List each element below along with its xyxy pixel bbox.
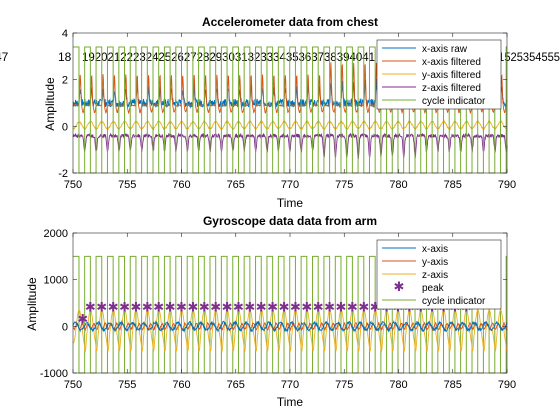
y-tick-label: 0: [62, 321, 68, 333]
peak-marker: ✱: [176, 301, 187, 316]
x-tick-label: 760: [172, 379, 190, 391]
peak-marker: ✱: [370, 301, 381, 316]
peak-marker: ✱: [142, 301, 153, 316]
peak-marker: ✱: [153, 301, 164, 316]
x-tick-label: 770: [281, 379, 299, 391]
peak-marker: ✱: [244, 301, 255, 316]
y-tick-label: 1000: [44, 275, 68, 287]
legend-z-axis-filtered: z-axis filtered: [422, 83, 481, 94]
accel-ticks: 750 755 760 765 770 775 780 785 790 -2 0 2 4: [58, 28, 516, 191]
peak-marker: ✱: [279, 301, 290, 316]
peak-marker: ✱: [256, 301, 267, 316]
peak-marker: ✱: [336, 301, 347, 316]
x-tick-label: 780: [389, 379, 407, 391]
x-tick-label: 755: [118, 379, 136, 391]
legend-x-axis-filtered: x-axis filtered: [422, 57, 481, 68]
peak-marker: ✱: [119, 301, 130, 316]
cycle-indicator-line: [73, 46, 507, 174]
x-tick-label: 775: [335, 179, 353, 191]
legend-peak-marker: ✱: [394, 280, 405, 295]
gyro-ticks: 750 755 760 765 770 775 780 785 790 -1000 0 1000 200…: [40, 228, 516, 391]
peak-marker: ✱: [347, 301, 358, 316]
cycle-indicator-line: [73, 255, 507, 374]
gyro-legend: x-axis y-axis z-axis ✱ peak cycle indica…: [376, 239, 502, 310]
legend-gyro-x-axis: x-axis: [422, 244, 448, 255]
peak-marker: ✱: [324, 301, 335, 316]
y-tick-label: 2: [62, 75, 68, 87]
peak-marker: ✱: [187, 301, 198, 316]
gyro-chart-title: Gyroscope data data from arm: [203, 214, 377, 228]
x-tick-label: 785: [444, 179, 462, 191]
accel-cycle-labels: 47 18 1920212223242526272829303132333435…: [0, 50, 560, 64]
peak-marker: ✱: [77, 312, 88, 327]
x-tick-label: 755: [118, 179, 136, 191]
peak-marker: ✱: [130, 301, 141, 316]
accel-x-axis-label: Time: [277, 196, 304, 210]
accel-y-axis-label: Amplitude: [43, 77, 57, 131]
cycle-label-left-edge: 47: [0, 50, 9, 64]
x-tick-label: 750: [64, 179, 82, 191]
cycle-label-run: 1920212223242526272829303132333435363738…: [82, 50, 375, 64]
accel-legend: x-axis raw x-axis filtered y-axis filter…: [376, 39, 502, 110]
x-tick-label: 790: [498, 379, 516, 391]
gyro-series-line: [72, 319, 508, 333]
peak-marker: ✱: [96, 301, 107, 316]
x-tick-label: 750: [64, 379, 82, 391]
x-tick-label: 780: [389, 179, 407, 191]
x-tick-label: 775: [335, 379, 353, 391]
y-tick-label: 0: [62, 121, 68, 133]
accelerometer-chart: Accelerometer data from chest 47 18 1920…: [0, 15, 560, 210]
legend-cycle-indicator-top: cycle indicator: [422, 96, 486, 107]
peak-marker: ✱: [290, 301, 301, 316]
gyro-series-line: [72, 309, 508, 354]
gyro-x-axis-label: Time: [277, 395, 304, 409]
x-tick-label: 765: [227, 379, 245, 391]
gyroscope-chart: Gyroscope data data from arm ✱ ✱ ✱ ✱ ✱ ✱ ✱ ✱ ✱ ✱ ✱…: [25, 214, 516, 409]
peak-marker: ✱: [108, 301, 119, 316]
legend-gyro-z-axis: z-axis: [422, 270, 448, 281]
x-tick-label: 765: [227, 179, 245, 191]
peak-marker: ✱: [199, 301, 210, 316]
x-tick-label: 760: [172, 179, 190, 191]
peak-marker: ✱: [233, 301, 244, 316]
peak-marker: ✱: [165, 301, 176, 316]
accel-chart-title: Accelerometer data from chest: [202, 15, 378, 29]
gyro-y-axis-label: Amplitude: [25, 277, 39, 331]
peak-marker: ✱: [210, 301, 221, 316]
x-tick-label: 790: [498, 179, 516, 191]
x-tick-label: 785: [444, 379, 462, 391]
y-tick-label: -2: [58, 168, 68, 180]
y-tick-label: -1000: [40, 368, 68, 380]
cycle-label-tail: 51525354555: [492, 50, 560, 64]
legend-gyro-peak: peak: [422, 283, 445, 294]
peak-marker: ✱: [313, 301, 324, 316]
legend-x-axis-raw: x-axis raw: [422, 44, 468, 55]
peak-marker: ✱: [85, 301, 96, 316]
y-tick-label: 2000: [44, 228, 68, 240]
peak-marker: ✱: [358, 301, 369, 316]
x-tick-label: 770: [281, 179, 299, 191]
peak-marker: ✱: [222, 301, 233, 316]
y-tick-label: 4: [62, 28, 68, 40]
peak-marker: ✱: [267, 301, 278, 316]
legend-cycle-indicator-bottom: cycle indicator: [422, 296, 486, 307]
cycle-label-start: 18: [58, 50, 72, 64]
peak-marker: ✱: [301, 301, 312, 316]
legend-y-axis-filtered: y-axis filtered: [422, 70, 481, 81]
legend-gyro-y-axis: y-axis: [422, 257, 448, 268]
